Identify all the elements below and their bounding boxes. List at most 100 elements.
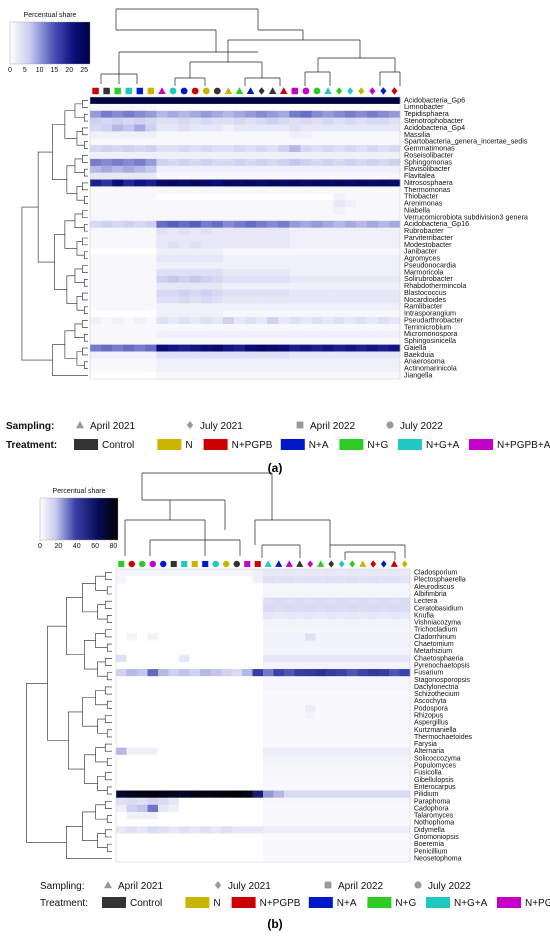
- heatmap-cell: [167, 372, 179, 380]
- heatmap-cell: [378, 804, 390, 813]
- heatmap-cell: [200, 747, 211, 756]
- heatmap-cell: [368, 640, 379, 648]
- heatmap-cell: [315, 776, 327, 784]
- heatmap-cell: [221, 797, 232, 806]
- heatmap-cell: [311, 200, 323, 208]
- column-marker: [180, 87, 188, 95]
- heatmap-cell: [388, 152, 401, 160]
- dendrogram-branch: [106, 786, 112, 795]
- dendrogram-branch: [97, 604, 108, 620]
- heatmap-cell: [252, 633, 264, 641]
- heatmap-cell: [377, 323, 390, 332]
- heatmap-cell: [388, 138, 401, 146]
- heatmap-cell: [389, 676, 400, 684]
- heatmap-cell: [200, 282, 213, 290]
- heatmap-cell: [178, 296, 190, 304]
- heatmap-cell: [126, 640, 138, 648]
- heatmap-cell: [294, 826, 306, 834]
- heatmap-cell: [156, 207, 168, 215]
- heatmap-cell: [123, 103, 135, 112]
- heatmap-cell: [252, 783, 264, 791]
- heatmap-cell: [289, 124, 301, 132]
- heatmap-cell: [134, 303, 146, 311]
- heatmap-cell: [245, 344, 257, 352]
- heatmap-cell: [336, 569, 348, 577]
- row-label: Cladosporium: [414, 570, 457, 577]
- heatmap-cell: [273, 776, 285, 784]
- row-label: Kurtzmaniella: [414, 727, 457, 734]
- heatmap-cell: [210, 797, 222, 806]
- heatmap-cell: [210, 654, 222, 663]
- heatmap-cell: [179, 619, 190, 627]
- heatmap-cell: [134, 241, 146, 249]
- heatmap-cell: [267, 241, 279, 249]
- heatmap-cell: [167, 213, 179, 222]
- heatmap-cell: [357, 611, 369, 620]
- heatmap-cell: [256, 234, 268, 242]
- heatmap-cell: [322, 158, 334, 167]
- row-label: Chaetomium: [414, 641, 454, 648]
- heatmap-cell: [368, 683, 379, 691]
- heatmap-cell: [116, 783, 127, 791]
- heatmap-cell: [336, 783, 348, 791]
- heatmap-cell: [388, 186, 401, 194]
- heatmap-cell: [399, 633, 411, 641]
- heatmap-cell: [189, 833, 201, 841]
- heatmap-cell: [399, 754, 411, 763]
- heatmap-cell: [322, 330, 334, 339]
- row-label: Blastococcus: [404, 288, 447, 297]
- heatmap-cell: [289, 358, 301, 366]
- heatmap-cell: [211, 255, 224, 263]
- heatmap-cell: [158, 647, 169, 656]
- dendrogram-branch: [52, 124, 67, 180]
- heatmap-cell: [326, 826, 337, 834]
- heatmap-cell: [168, 611, 180, 620]
- column-marker: [202, 87, 210, 95]
- heatmap-cell: [256, 152, 268, 160]
- heatmap-cell: [90, 193, 102, 201]
- heatmap-cell: [347, 569, 358, 577]
- heatmap-cell: [267, 344, 279, 352]
- heatmap-cell: [368, 626, 379, 634]
- heatmap-cell: [378, 819, 390, 827]
- heatmap-cell: [389, 683, 400, 691]
- heatmap-cell: [231, 761, 243, 770]
- heatmap-cell: [123, 241, 135, 249]
- heatmap-cell: [305, 811, 316, 820]
- dendrogram-branch: [74, 268, 85, 284]
- heatmap-cell: [336, 726, 348, 734]
- heatmap-cell: [289, 365, 301, 373]
- heatmap-cell: [101, 248, 113, 256]
- heatmap-cell: [294, 733, 306, 741]
- heatmap-cell: [179, 797, 190, 806]
- heatmap-cell: [245, 330, 257, 339]
- heatmap-cell: [137, 847, 148, 856]
- colorbar-tick-label: 40: [73, 543, 81, 550]
- heatmap-cell: [336, 754, 348, 763]
- heatmap-cell: [210, 669, 222, 677]
- heatmap-cell: [179, 811, 190, 820]
- heatmap-cell: [256, 262, 268, 270]
- heatmap-cell: [333, 241, 345, 249]
- heatmap-cell: [366, 158, 379, 167]
- heatmap-cell: [344, 220, 357, 228]
- heatmap-a: [89, 96, 401, 380]
- heatmap-cell: [126, 840, 138, 849]
- heatmap-cell: [178, 358, 190, 366]
- heatmap-cell: [311, 262, 323, 270]
- heatmap-cell: [305, 611, 316, 620]
- heatmap-cell: [252, 826, 264, 834]
- heatmap-cell: [221, 569, 232, 577]
- heatmap-cell: [399, 640, 411, 648]
- heatmap-cell: [179, 783, 190, 791]
- heatmap-cell: [233, 262, 246, 270]
- heatmap-cell: [300, 268, 312, 277]
- heatmap-cell: [273, 683, 285, 691]
- heatmap-cell: [399, 626, 411, 634]
- heatmap-cell: [284, 726, 295, 734]
- heatmap-cell: [233, 117, 246, 125]
- heatmap-cell: [344, 138, 357, 146]
- dendrogram-branch: [100, 52, 138, 84]
- legend-sampling-label: April 2022: [310, 421, 355, 432]
- heatmap-cell: [326, 661, 337, 670]
